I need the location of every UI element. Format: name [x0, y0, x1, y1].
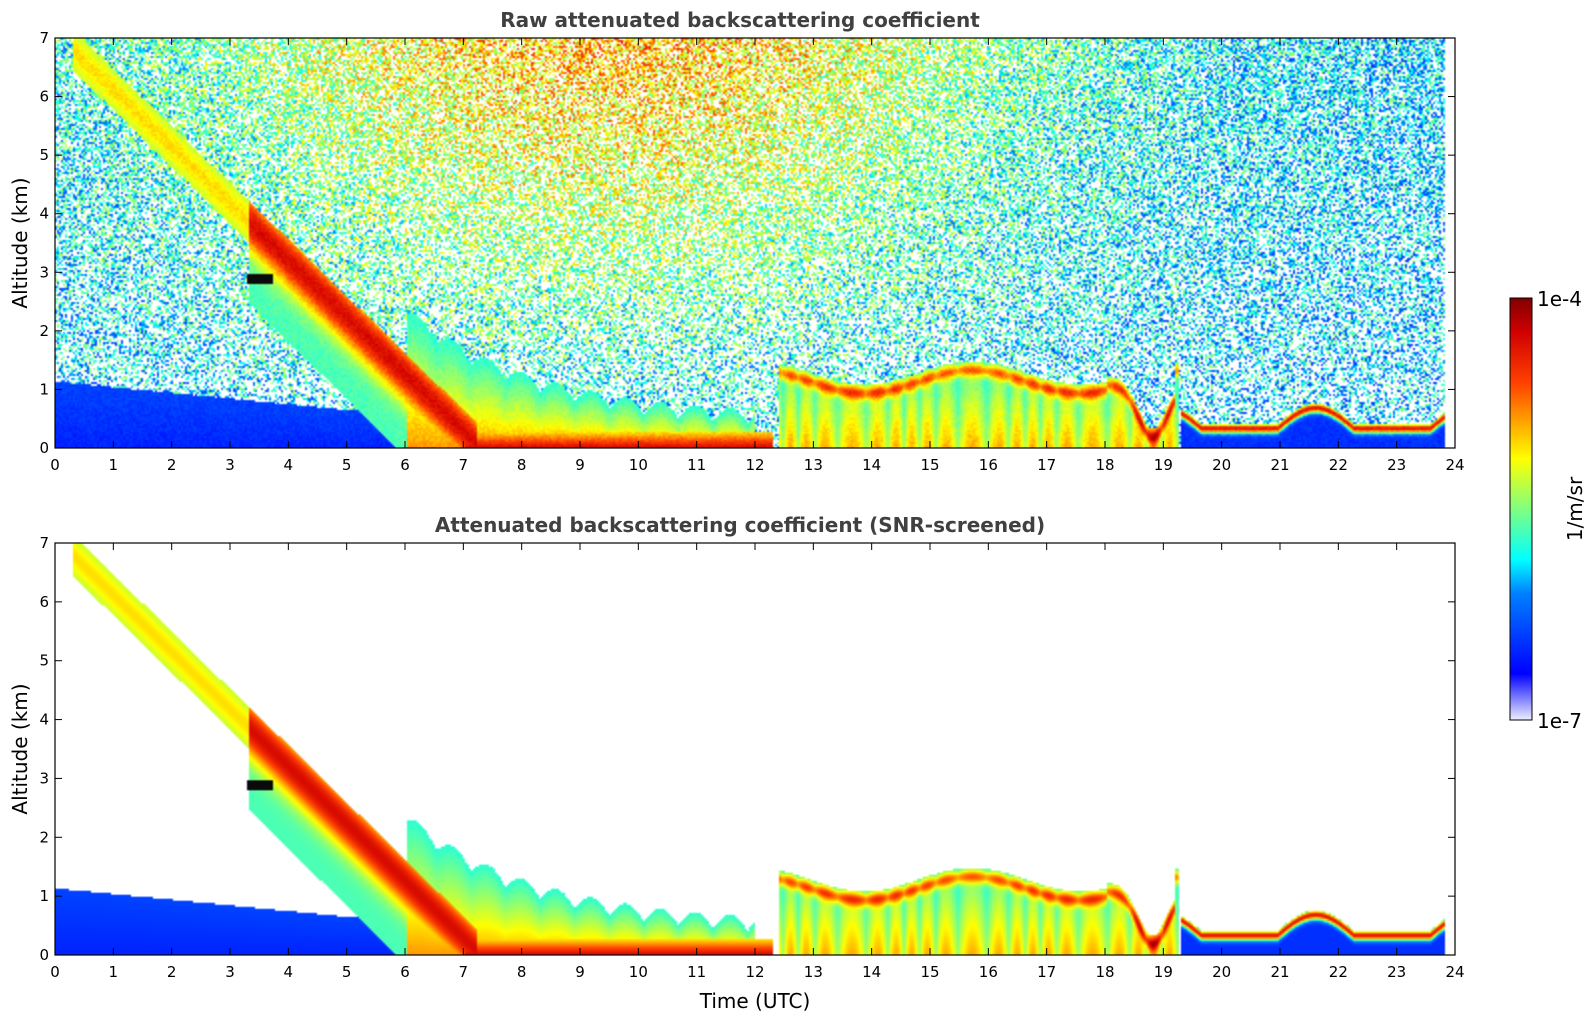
- y-tick-label: 5: [39, 146, 49, 164]
- x-tick-label: 11: [687, 456, 706, 474]
- x-tick-label: 24: [1445, 456, 1464, 474]
- x-tick-label: 7: [459, 963, 469, 981]
- x-tick-label: 21: [1270, 456, 1289, 474]
- y-axis-label: Altitude (km): [8, 683, 32, 814]
- x-tick-label: 10: [629, 963, 648, 981]
- x-tick-label: 20: [1212, 963, 1231, 981]
- heatmap-image: [55, 543, 1455, 955]
- x-tick-label: 17: [1037, 963, 1056, 981]
- y-ticks: 0 1 2 3 4 5 6 7: [39, 534, 1455, 964]
- x-tick-label: 3: [225, 456, 235, 474]
- x-tick-label: 14: [862, 963, 881, 981]
- panel-raw: Raw attenuated backscattering coefficien…: [8, 8, 1465, 474]
- colorbar-label: 1/m/sr: [1563, 476, 1587, 541]
- y-tick-label: 4: [39, 711, 49, 729]
- x-tick-label: 6: [400, 963, 410, 981]
- x-tick-label: 22: [1329, 963, 1348, 981]
- x-tick-label: 0: [50, 456, 60, 474]
- x-tick-label: 10: [629, 456, 648, 474]
- x-tick-label: 23: [1387, 963, 1406, 981]
- x-tick-label: 23: [1387, 456, 1406, 474]
- x-tick-label: 2: [167, 963, 177, 981]
- x-ticks: 0 1 2 3 4 5 6 7 8 9 10 11 12 13 14 15 16 17 18 19 20 21 22 23 24: [50, 38, 1465, 474]
- x-tick-label: 3: [225, 963, 235, 981]
- x-tick-label: 24: [1445, 963, 1464, 981]
- y-ticks: 0 1 2 3 4 5 6 7: [39, 29, 1455, 457]
- x-tick-label: 1: [109, 456, 119, 474]
- heatmap-image: [55, 38, 1455, 448]
- x-tick-label: 21: [1270, 963, 1289, 981]
- x-tick-label: 9: [575, 963, 585, 981]
- y-tick-label: 4: [39, 205, 49, 223]
- x-tick-label: 12: [745, 963, 764, 981]
- x-tick-label: 8: [517, 456, 527, 474]
- y-tick-label: 2: [39, 322, 49, 340]
- x-tick-label: 6: [400, 456, 410, 474]
- panel-title: Attenuated backscattering coefficient (S…: [435, 513, 1045, 537]
- x-tick-label: 5: [342, 456, 352, 474]
- x-tick-label: 13: [804, 963, 823, 981]
- x-tick-label: 0: [50, 963, 60, 981]
- y-tick-label: 6: [39, 593, 49, 611]
- x-tick-label: 11: [687, 963, 706, 981]
- panel-title: Raw attenuated backscattering coefficien…: [500, 8, 980, 32]
- y-tick-label: 6: [39, 88, 49, 106]
- x-tick-label: 17: [1037, 456, 1056, 474]
- x-tick-label: 8: [517, 963, 527, 981]
- x-tick-label: 4: [284, 456, 294, 474]
- colorbar-min-label: 1e-7: [1537, 709, 1582, 733]
- x-tick-label: 5: [342, 963, 352, 981]
- x-tick-label: 15: [920, 963, 939, 981]
- x-tick-label: 14: [862, 456, 881, 474]
- y-tick-label: 5: [39, 652, 49, 670]
- y-axis-label: Altitude (km): [8, 177, 32, 308]
- x-tick-label: 16: [979, 963, 998, 981]
- x-tick-label: 12: [745, 456, 764, 474]
- panel-snr: Attenuated backscattering coefficient (S…: [8, 513, 1465, 1013]
- x-tick-label: 20: [1212, 456, 1231, 474]
- y-tick-label: 7: [39, 29, 49, 47]
- y-tick-label: 0: [39, 439, 49, 457]
- x-tick-label: 13: [804, 456, 823, 474]
- x-tick-label: 18: [1095, 456, 1114, 474]
- x-tick-label: 1: [109, 963, 119, 981]
- x-tick-label: 2: [167, 456, 177, 474]
- x-tick-label: 18: [1095, 963, 1114, 981]
- y-tick-label: 1: [39, 380, 49, 398]
- x-ticks: 0 1 2 3 4 5 6 7 8 9 10 11 12 13 14 15 16 17 18 19 20 21 22 23 24: [50, 543, 1465, 981]
- x-tick-label: 9: [575, 456, 585, 474]
- colorbar: 1e-4 1e-7 1/m/sr: [1509, 287, 1587, 733]
- x-axis-label: Time (UTC): [699, 989, 811, 1013]
- y-tick-label: 7: [39, 534, 49, 552]
- x-tick-label: 15: [920, 456, 939, 474]
- colorbar-max-label: 1e-4: [1537, 287, 1582, 311]
- y-tick-label: 3: [39, 263, 49, 281]
- y-tick-label: 3: [39, 769, 49, 787]
- x-tick-label: 16: [979, 456, 998, 474]
- y-tick-label: 1: [39, 887, 49, 905]
- y-tick-label: 0: [39, 946, 49, 964]
- y-tick-label: 2: [39, 828, 49, 846]
- x-tick-label: 19: [1154, 963, 1173, 981]
- x-tick-label: 19: [1154, 456, 1173, 474]
- x-tick-label: 22: [1329, 456, 1348, 474]
- colorbar-scale: [1509, 297, 1533, 721]
- x-tick-label: 7: [459, 456, 469, 474]
- x-tick-label: 4: [284, 963, 294, 981]
